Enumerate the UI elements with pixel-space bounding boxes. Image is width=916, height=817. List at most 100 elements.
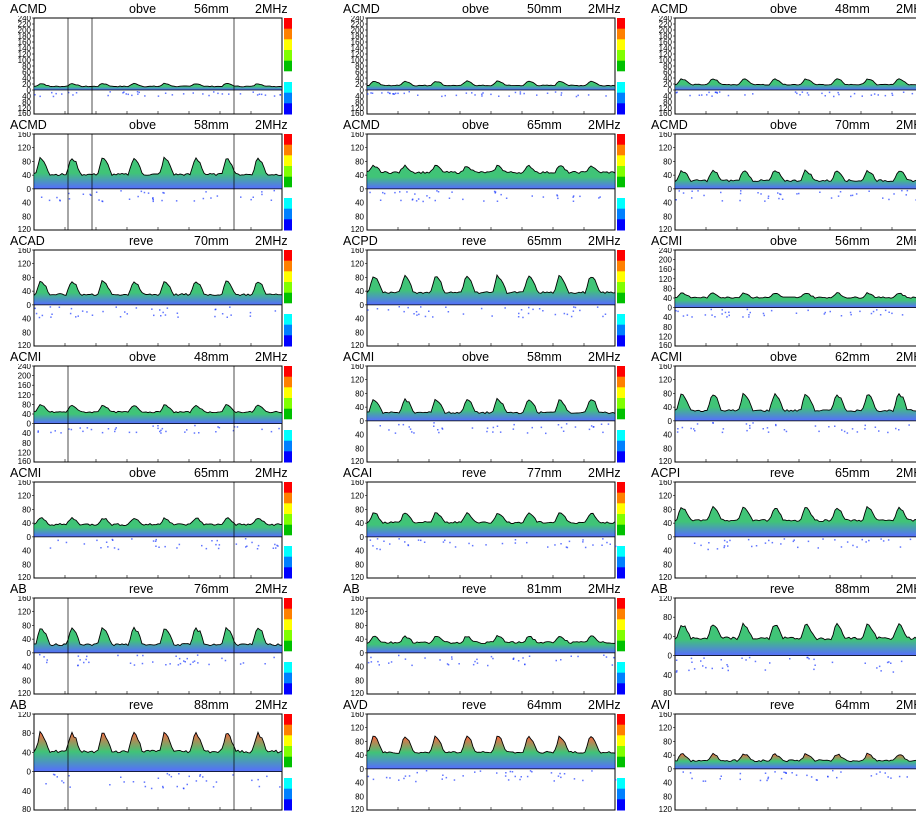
panel-header: AVI reve 64mm 2MHz [645,698,916,712]
y-tick-label: 20 [355,80,364,89]
direction-label: obve [129,118,157,132]
y-tick-label: 0 [27,768,32,777]
spectrogram-plot: 160 120 80 40 0 40 80 120 [351,132,625,232]
y-tick-label: 160 [18,248,32,255]
colorbar-segment [284,672,292,684]
frequency-label: 2MHz [588,118,621,132]
colorbar-segment [617,651,625,663]
y-tick-label: 40 [355,74,364,83]
colorbar-segment [617,208,625,220]
y-tick-label: 80 [355,621,364,630]
vessel-label: ACAD [10,234,45,248]
colorbar-segment [284,546,292,558]
colorbar-segment [284,260,292,272]
direction-label: obve [770,2,798,16]
colorbar-segment [284,492,292,504]
spectrogram-plot: 120 80 40 0 40 80 [18,712,292,812]
y-tick-label: 40 [663,671,672,680]
colorbar-segment [617,303,625,315]
vessel-label: AB [10,698,27,712]
y-tick-label: 60 [663,68,672,77]
envelope-trace [367,80,616,87]
y-tick-label: 40 [355,547,364,556]
y-tick-label: 120 [18,225,32,232]
colorbar-segment [617,451,625,463]
colorbar-segment [617,39,625,51]
y-tick-label: 160 [18,596,32,603]
y-tick-label: 40 [22,92,31,101]
vessel-label: ACMD [651,118,688,132]
panel-header: AB reve 88mm 2MHz [4,698,304,712]
y-tick-label: 60 [22,68,31,77]
y-tick-label: 160 [659,265,673,274]
colorbar-segment [284,155,292,167]
y-tick-label: 0 [668,304,673,313]
frequency-label: 2MHz [896,466,916,480]
y-tick-label: 120 [351,492,365,501]
envelope-trace [366,397,616,415]
colorbar-segment [617,166,625,178]
direction-label: reve [770,698,795,712]
frequency-label: 2MHz [896,350,916,364]
colorbar-segment [617,672,625,684]
colorbar-segment [617,219,625,231]
spectrogram-plot: 160 120 80 40 0 40 80 120 [18,596,292,696]
y-tick-label: 40 [663,632,672,641]
y-tick-label: 80 [22,62,31,71]
colorbar-segment [284,440,292,452]
envelope-trace [674,78,916,86]
y-tick-label: 120 [351,225,365,232]
y-tick-label: 0 [27,185,32,194]
colorbar-segment [284,28,292,40]
frequency-label: 2MHz [255,698,288,712]
y-tick-label: 80 [663,444,672,453]
y-tick-label: 40 [663,74,672,83]
y-tick-label: 120 [351,689,365,696]
depth-label: 65mm [527,118,562,132]
frequency-label: 2MHz [896,2,916,16]
direction-label: obve [129,466,157,480]
panel-header: ACMD obve 65mm 2MHz [337,118,637,132]
frequency-label: 2MHz [588,234,621,248]
colorbar-segment [284,71,292,83]
colorbar-segment [284,451,292,463]
y-tick-label: 80 [663,157,672,166]
colorbar-segment [284,134,292,146]
colorbar-segment [284,335,292,347]
y-tick-label: 0 [27,86,32,95]
colorbar-segment [617,187,625,199]
colorbar-segment [617,535,625,547]
y-tick-label: 80 [22,400,31,409]
direction-label: reve [770,466,795,480]
colorbar-segment [284,419,292,431]
y-tick-label: 0 [360,185,365,194]
frequency-label: 2MHz [255,2,288,16]
y-tick-label: 80 [663,212,672,221]
colorbar-segment [617,250,625,262]
depth-label: 58mm [194,118,229,132]
y-tick-label: 120 [659,596,673,603]
y-tick-label: 80 [22,505,31,514]
colorbar-segment [617,608,625,620]
frequency-label: 2MHz [255,118,288,132]
spectrum-fill [34,517,282,537]
y-tick-label: 120 [659,573,673,580]
depth-label: 70mm [835,118,870,132]
spectrum-fill [675,623,916,656]
colorbar-segment [617,60,625,72]
y-tick-label: 160 [351,109,365,116]
colorbar-segment [284,271,292,283]
spectrum-fill [675,506,916,537]
y-tick-label: 80 [355,792,364,801]
y-tick-label: 160 [659,341,673,348]
y-tick-label: 80 [355,273,364,282]
colorbar-segment [617,756,625,768]
y-tick-label: 40 [663,313,672,322]
y-tick-label: 0 [668,185,673,194]
y-tick-label: 120 [18,689,32,696]
y-tick-label: 80 [22,560,31,569]
direction-label: reve [462,466,487,480]
spectrogram-plot: 160 120 80 40 0 40 80 120 [659,480,916,580]
direction-label: obve [129,2,157,16]
panel-header: ACAI reve 77mm 2MHz [337,466,637,480]
